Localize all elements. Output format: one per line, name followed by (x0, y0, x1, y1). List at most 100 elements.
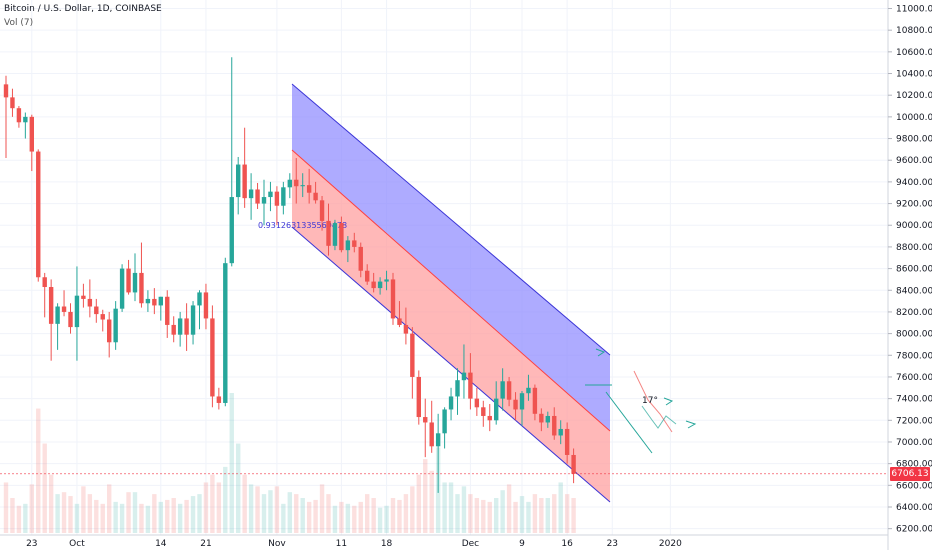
volume-bar (48, 474, 54, 533)
candle-body (306, 185, 312, 193)
candle (10, 88, 15, 117)
price-tick-label: 8600.00 (896, 265, 932, 275)
candle-body (539, 413, 544, 423)
price-axis[interactable]: 6200.00 6400.00 6600.00 6800.00 7000.00 7200.… (887, 0, 932, 550)
candle-body (203, 292, 209, 319)
candle (55, 303, 60, 350)
price-tick-label: 7600.00 (896, 373, 932, 383)
candle-body (152, 298, 157, 306)
candle (455, 368, 460, 415)
candle (152, 288, 157, 315)
candle-body (526, 387, 531, 394)
candle (216, 387, 222, 410)
candle (223, 257, 228, 407)
volume-bar (423, 459, 428, 533)
volume-bar (442, 482, 447, 533)
candle (494, 381, 499, 425)
candle (371, 272, 376, 293)
candle (513, 392, 518, 421)
candle (390, 272, 396, 325)
candle (255, 182, 260, 209)
candle (61, 290, 67, 317)
candle-body (519, 393, 525, 410)
volume-bar (261, 494, 267, 533)
candle (552, 407, 557, 440)
candle-body (210, 318, 215, 397)
candle-body (461, 372, 467, 381)
volume-bar (113, 501, 118, 533)
chart-title: Bitcoin / U.S. Dollar, 1D, COINBASE (4, 4, 162, 14)
volume-bar (94, 499, 99, 533)
volume-bar (139, 503, 144, 533)
candle-body (165, 296, 170, 325)
candle (352, 232, 357, 253)
time-axis[interactable]: 23 Oct 14 21 Nov 11 18 Dec 9 16 23 2020 (0, 534, 888, 549)
volume-bar (564, 494, 570, 533)
candle-body (10, 97, 15, 109)
candle (268, 181, 273, 212)
candle-body (552, 415, 557, 436)
candle (274, 186, 280, 226)
time-tick-label: Nov (268, 539, 286, 549)
candle-body (326, 220, 331, 246)
volume-bar (384, 505, 389, 533)
candle-body (158, 296, 163, 306)
volume-bar (229, 393, 234, 533)
candle (326, 203, 331, 256)
candle (532, 384, 538, 421)
candle-body (319, 200, 325, 221)
volume-bar (487, 501, 492, 533)
volume-bar (552, 494, 557, 533)
candle-body (184, 318, 189, 335)
candle-body (248, 189, 254, 199)
volume-bar (268, 490, 273, 533)
candle (165, 290, 170, 338)
volume-bar (294, 494, 299, 533)
channel-lower-line (291, 226, 611, 503)
volume-bar (158, 501, 163, 533)
candle-body (403, 324, 409, 334)
candle (313, 181, 318, 204)
channel-mid-line (291, 149, 611, 432)
volume-bar (358, 501, 363, 533)
price-tick-label: 10800.00 (896, 26, 932, 36)
volume-bar (177, 503, 183, 533)
volume-bar (500, 490, 505, 533)
volume-bar (410, 486, 415, 533)
volume-bar (429, 470, 434, 533)
time-tick-label: 23 (607, 539, 618, 549)
volume-bar (223, 466, 228, 533)
candle-body (287, 179, 292, 188)
candle-body (455, 380, 460, 397)
candle (139, 242, 144, 308)
candle (236, 156, 241, 215)
candle (197, 290, 202, 330)
regression-channel (291, 83, 611, 503)
candle-body (126, 268, 131, 293)
volume-bar (23, 503, 28, 533)
price-tick-label: 7200.00 (896, 416, 932, 426)
volume-bar (306, 501, 312, 533)
time-tick-label: 9 (519, 539, 525, 549)
candle (384, 270, 389, 291)
candle (87, 279, 93, 318)
annotation-drawings: 17° 0.9312631335569478 (258, 221, 697, 454)
candle (100, 309, 105, 332)
candle (132, 253, 138, 302)
candle (435, 413, 441, 493)
volume-bar (455, 494, 460, 533)
candle-body (468, 372, 473, 399)
channel-upper-line (291, 83, 611, 356)
price-tick-label: 7400.00 (896, 395, 932, 405)
angle-label: 17° (642, 396, 658, 406)
candle-body (352, 240, 357, 247)
candle (500, 368, 505, 411)
price-tick-label: 10600.00 (896, 48, 932, 58)
volume-bar (494, 498, 499, 533)
candle-body (339, 223, 344, 251)
candle-body (42, 277, 47, 288)
volume-bar (313, 499, 318, 533)
candle (145, 290, 151, 312)
candle-body (397, 318, 402, 325)
